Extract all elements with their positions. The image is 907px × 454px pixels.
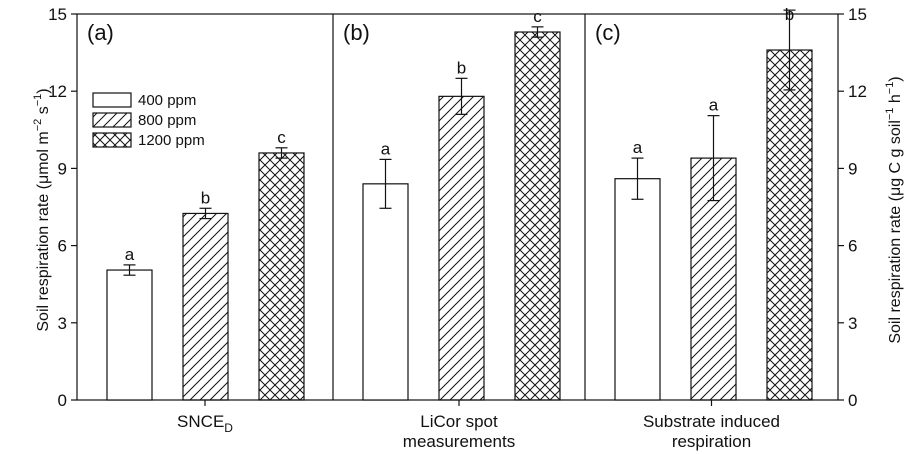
y-axis-title-right: Soil respiration rate (μg C g soil−1 h−1… xyxy=(884,76,904,343)
group-label-subscript: D xyxy=(224,421,233,435)
y-tick-label-left: 0 xyxy=(58,391,67,410)
significance-letter: c xyxy=(277,128,286,147)
ylabel-left-sup-2: −1 xyxy=(32,94,44,107)
ylabel-left-part-1: Soil respiration rate (μmol m xyxy=(35,131,52,331)
bar xyxy=(106,269,153,401)
y-tick-label-left: 12 xyxy=(48,82,67,101)
significance-letter: a xyxy=(381,139,391,158)
group-label: LiCor spot xyxy=(420,412,498,431)
significance-letter: b xyxy=(785,5,794,24)
significance-letter: c xyxy=(533,7,542,26)
y-axis-title-left: Soil respiration rate (μmol m−2 s−1) xyxy=(32,88,52,331)
legend-swatch xyxy=(92,92,132,108)
bar xyxy=(766,49,813,401)
y-tick-label-right: 9 xyxy=(848,159,857,178)
bar xyxy=(438,95,485,401)
group-label: SNCED xyxy=(177,412,233,435)
y-tick-label-right: 12 xyxy=(848,82,867,101)
ylabel-right-part-2: h xyxy=(887,94,904,107)
panel-label: (b) xyxy=(343,20,370,45)
y-tick-label-left: 15 xyxy=(48,5,67,24)
group-label-text: SNCE xyxy=(177,412,224,431)
significance-letter: a xyxy=(633,138,643,157)
significance-letter: b xyxy=(457,58,466,77)
significance-letter: b xyxy=(201,188,210,207)
significance-letter: a xyxy=(709,96,719,115)
panel-label: (a) xyxy=(87,20,114,45)
y-tick-label-right: 15 xyxy=(848,5,867,24)
y-tick-label-left: 3 xyxy=(58,314,67,333)
bar xyxy=(182,212,229,401)
bar xyxy=(258,152,305,401)
y-tick-label-right: 0 xyxy=(848,391,857,410)
significance-letter: a xyxy=(125,245,135,264)
legend-label: 400 ppm xyxy=(138,92,196,109)
ylabel-right-sup-1: −1 xyxy=(884,108,896,121)
ylabel-right-part-3: ) xyxy=(887,76,904,81)
ylabel-left-sup-1: −2 xyxy=(32,119,44,132)
y-tick-label-right: 3 xyxy=(848,314,857,333)
ylabel-left-part-2: s xyxy=(35,106,52,118)
y-tick-label-left: 9 xyxy=(58,159,67,178)
ylabel-right-part-1: Soil respiration rate (μg C g soil xyxy=(887,120,904,344)
bar xyxy=(614,178,661,401)
legend-swatch xyxy=(92,132,132,148)
panel-label: (c) xyxy=(595,20,621,45)
legend-swatch xyxy=(92,112,132,128)
y-tick-label-left: 6 xyxy=(58,237,67,256)
ylabel-left-part-3: ) xyxy=(35,88,52,93)
bar xyxy=(514,31,561,401)
group-label: respiration xyxy=(672,432,751,451)
legend-label: 800 ppm xyxy=(138,112,196,129)
legend-label: 1200 ppm xyxy=(138,132,205,149)
group-label: Substrate induced xyxy=(643,412,780,431)
ylabel-right-sup-2: −1 xyxy=(884,82,896,95)
group-label: measurements xyxy=(403,432,515,451)
y-tick-label-right: 6 xyxy=(848,237,857,256)
bar xyxy=(362,183,409,401)
